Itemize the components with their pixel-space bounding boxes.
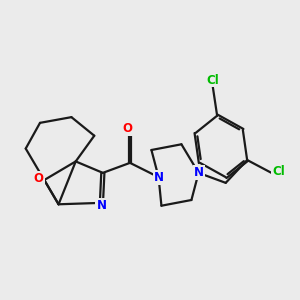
Text: N: N	[154, 171, 164, 184]
Text: N: N	[96, 199, 106, 212]
Text: Cl: Cl	[206, 74, 219, 86]
Text: O: O	[122, 122, 132, 135]
Text: Cl: Cl	[272, 165, 285, 178]
Text: O: O	[34, 172, 44, 185]
Text: N: N	[194, 167, 204, 179]
